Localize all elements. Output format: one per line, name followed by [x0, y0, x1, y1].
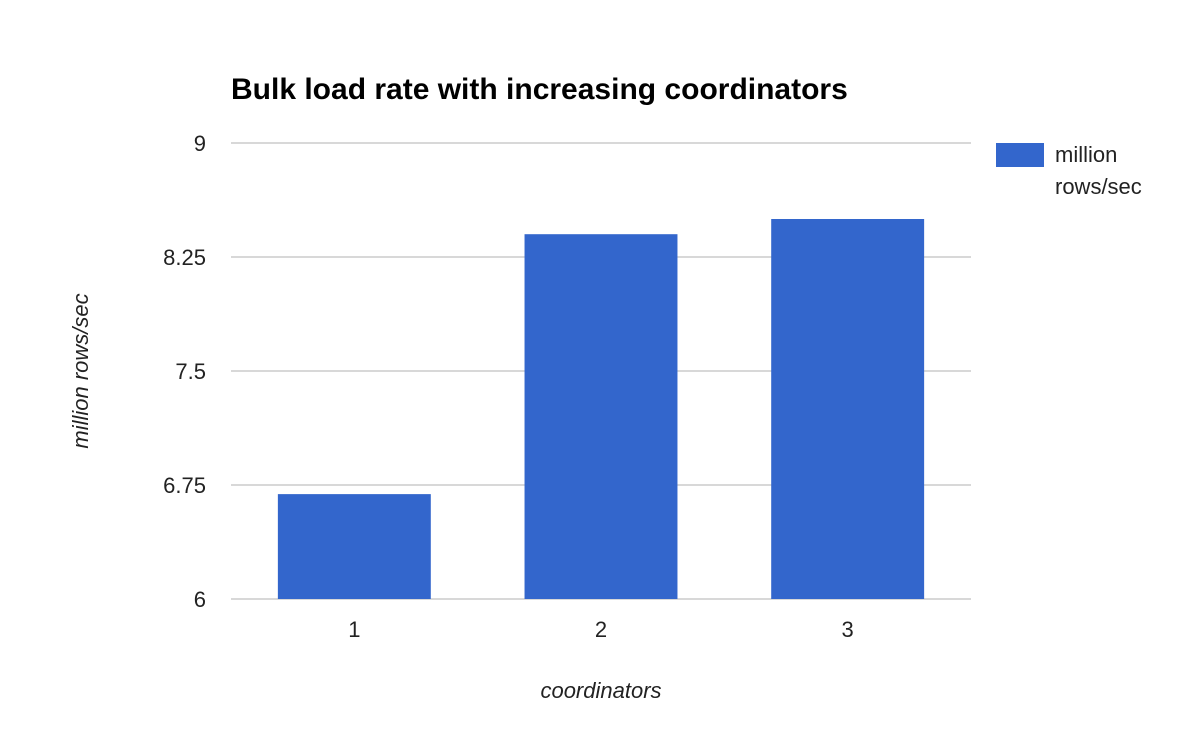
x-tick-label: 3 — [842, 617, 854, 642]
legend: million rows/sec — [996, 142, 1142, 199]
legend-label-line-2: rows/sec — [1055, 174, 1142, 199]
y-tick-label: 7.5 — [175, 359, 206, 384]
y-tick-label: 8.25 — [163, 245, 206, 270]
y-tick-label: 6 — [194, 587, 206, 612]
bars — [277, 219, 925, 599]
x-tick-label: 1 — [348, 617, 360, 642]
x-axis-ticks: 1 2 3 — [348, 617, 854, 642]
y-tick-label: 9 — [194, 131, 206, 156]
x-axis-title: coordinators — [540, 678, 661, 703]
x-tick-label: 2 — [595, 617, 607, 642]
bar — [524, 234, 678, 599]
chart-title: Bulk load rate with increasing coordinat… — [231, 73, 848, 106]
y-tick-label: 6.75 — [163, 473, 206, 498]
legend-label-line-1: million — [1055, 142, 1117, 167]
bar — [771, 219, 925, 599]
legend-label: million rows/sec — [1055, 142, 1142, 199]
bar — [277, 494, 431, 599]
legend-swatch — [996, 143, 1044, 167]
y-axis-ticks: 6 6.75 7.5 8.25 9 — [163, 131, 206, 612]
y-axis-title: million rows/sec — [68, 293, 93, 448]
